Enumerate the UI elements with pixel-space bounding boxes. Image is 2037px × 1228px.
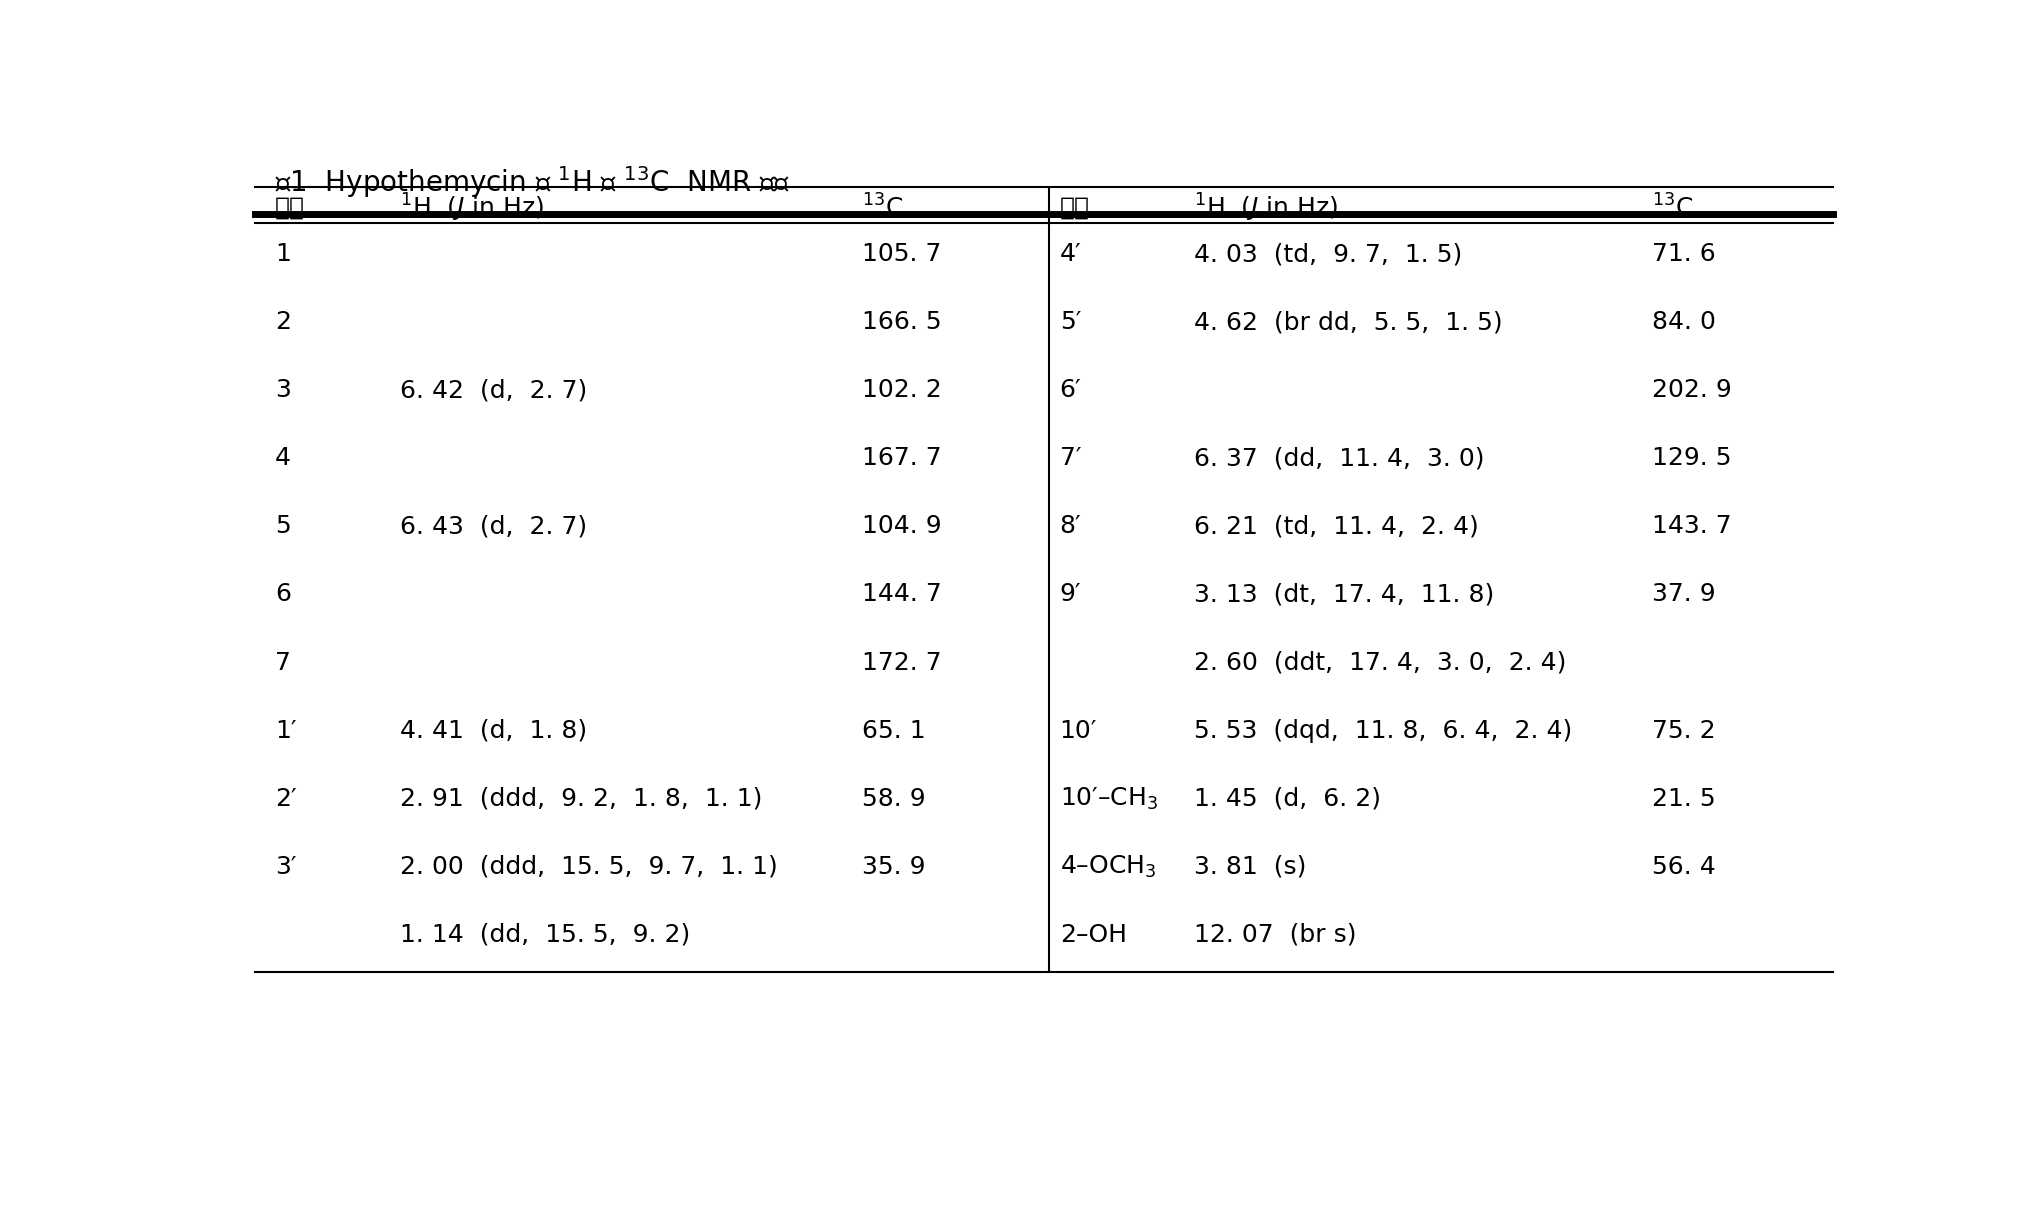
Text: 166. 5: 166. 5	[862, 311, 941, 334]
Text: 6: 6	[275, 582, 291, 607]
Text: 129. 5: 129. 5	[1652, 446, 1731, 470]
Text: 143. 7: 143. 7	[1652, 515, 1731, 538]
Text: 2–OH: 2–OH	[1059, 922, 1126, 947]
Text: 4: 4	[275, 446, 291, 470]
Text: 2. 60  (ddt,  17. 4,  3. 0,  2. 4): 2. 60 (ddt, 17. 4, 3. 0, 2. 4)	[1194, 651, 1566, 674]
Text: 105. 7: 105. 7	[862, 242, 941, 266]
Text: 5. 53  (dqd,  11. 8,  6. 4,  2. 4): 5. 53 (dqd, 11. 8, 6. 4, 2. 4)	[1194, 718, 1573, 743]
Text: $^{13}$C: $^{13}$C	[862, 194, 904, 221]
Text: 1: 1	[275, 242, 291, 266]
Text: 21. 5: 21. 5	[1652, 787, 1715, 810]
Text: 2′: 2′	[275, 787, 297, 810]
Text: 102. 2: 102. 2	[862, 378, 943, 403]
Text: 1. 14  (dd,  15. 5,  9. 2): 1. 14 (dd, 15. 5, 9. 2)	[399, 922, 691, 947]
Text: 202. 9: 202. 9	[1652, 378, 1731, 403]
Text: 56. 4: 56. 4	[1652, 855, 1715, 879]
Text: 1. 45  (d,  6. 2): 1. 45 (d, 6. 2)	[1194, 787, 1381, 810]
Text: 4′: 4′	[1059, 242, 1082, 266]
Text: 7: 7	[275, 651, 291, 674]
Text: 167. 7: 167. 7	[862, 446, 941, 470]
Text: 3′: 3′	[275, 855, 297, 879]
Text: 104. 9: 104. 9	[862, 515, 941, 538]
Text: 58. 9: 58. 9	[862, 787, 927, 810]
Text: 2. 00  (ddd,  15. 5,  9. 7,  1. 1): 2. 00 (ddd, 15. 5, 9. 7, 1. 1)	[399, 855, 778, 879]
Text: 5′: 5′	[1059, 311, 1082, 334]
Text: 4. 03  (td,  9. 7,  1. 5): 4. 03 (td, 9. 7, 1. 5)	[1194, 242, 1463, 266]
Text: 6. 37  (dd,  11. 4,  3. 0): 6. 37 (dd, 11. 4, 3. 0)	[1194, 446, 1485, 470]
Text: 4. 62  (br dd,  5. 5,  1. 5): 4. 62 (br dd, 5. 5, 1. 5)	[1194, 311, 1503, 334]
Text: 37. 9: 37. 9	[1652, 582, 1715, 607]
Text: 位置: 位置	[1059, 195, 1090, 220]
Text: 6′: 6′	[1059, 378, 1082, 403]
Text: 6. 43  (d,  2. 7): 6. 43 (d, 2. 7)	[399, 515, 587, 538]
Text: 2. 91  (ddd,  9. 2,  1. 8,  1. 1): 2. 91 (ddd, 9. 2, 1. 8, 1. 1)	[399, 787, 762, 810]
Text: 8′: 8′	[1059, 515, 1082, 538]
Text: 3. 81  (s): 3. 81 (s)	[1194, 855, 1306, 879]
Text: 2: 2	[275, 311, 291, 334]
Text: 1′: 1′	[275, 718, 297, 743]
Text: 35. 9: 35. 9	[862, 855, 927, 879]
Text: 表1  Hypothemycin 的 $^{1}$H 和 $^{13}$C  NMR 数据: 表1 Hypothemycin 的 $^{1}$H 和 $^{13}$C NMR…	[275, 165, 790, 200]
Text: 5: 5	[275, 515, 291, 538]
Text: 9′: 9′	[1059, 582, 1082, 607]
Text: 65. 1: 65. 1	[862, 718, 927, 743]
Text: 3: 3	[275, 378, 291, 403]
Text: 172. 7: 172. 7	[862, 651, 941, 674]
Text: 84. 0: 84. 0	[1652, 311, 1715, 334]
Text: 144. 7: 144. 7	[862, 582, 943, 607]
Text: 位置: 位置	[275, 195, 306, 220]
Text: 4. 41  (d,  1. 8): 4. 41 (d, 1. 8)	[399, 718, 587, 743]
Text: 3. 13  (dt,  17. 4,  11. 8): 3. 13 (dt, 17. 4, 11. 8)	[1194, 582, 1495, 607]
Text: 7′: 7′	[1059, 446, 1082, 470]
Text: $^{13}$C: $^{13}$C	[1652, 194, 1693, 221]
Text: 10′: 10′	[1059, 718, 1098, 743]
Text: $^{1}$H  ($J$ in Hz): $^{1}$H ($J$ in Hz)	[399, 192, 544, 223]
Text: 10′–CH$_3$: 10′–CH$_3$	[1059, 786, 1157, 812]
Text: 75. 2: 75. 2	[1652, 718, 1715, 743]
Text: 71. 6: 71. 6	[1652, 242, 1715, 266]
Text: 4–OCH$_3$: 4–OCH$_3$	[1059, 853, 1157, 879]
Text: 6. 21  (td,  11. 4,  2. 4): 6. 21 (td, 11. 4, 2. 4)	[1194, 515, 1479, 538]
Text: $^{1}$H  ($J$ in Hz): $^{1}$H ($J$ in Hz)	[1194, 192, 1338, 223]
Text: 6. 42  (d,  2. 7): 6. 42 (d, 2. 7)	[399, 378, 587, 403]
Text: 12. 07  (br s): 12. 07 (br s)	[1194, 922, 1357, 947]
